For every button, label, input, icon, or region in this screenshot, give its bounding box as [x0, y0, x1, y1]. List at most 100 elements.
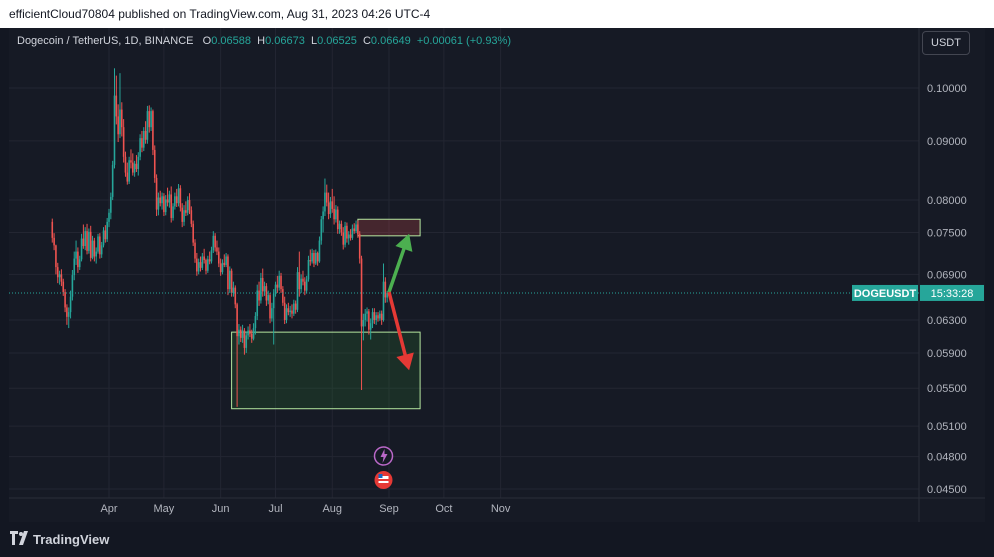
candle-body: [56, 267, 59, 278]
candle-body: [124, 156, 127, 173]
candle-body: [53, 237, 55, 246]
candle-body: [108, 212, 110, 222]
candle-body: [62, 281, 65, 293]
candle-body: [175, 196, 178, 204]
candle-body: [64, 292, 66, 308]
candle-body: [353, 228, 356, 232]
candle-body: [384, 281, 387, 298]
candle-body: [260, 277, 262, 301]
candle-body: [263, 286, 266, 292]
candle-body: [166, 199, 169, 203]
candle-body: [86, 231, 88, 251]
down-arrow[interactable]: [387, 291, 414, 371]
candle-body: [159, 197, 162, 204]
candle-body: [194, 242, 196, 259]
candle-body: [51, 221, 54, 238]
candle-body: [379, 313, 381, 319]
candle-body: [128, 160, 130, 182]
time-tick-label: Sep: [379, 503, 399, 515]
price-tick-label: 0.06300: [927, 315, 967, 327]
candle-body: [243, 330, 246, 348]
currency-button[interactable]: USDT: [922, 31, 970, 55]
candle-body: [137, 156, 140, 170]
candle-body: [265, 286, 268, 301]
candle-body: [121, 109, 123, 128]
close-label: C: [362, 35, 371, 47]
candle-body: [232, 287, 235, 293]
up-arrow[interactable]: [387, 233, 413, 293]
resistance-zone[interactable]: [357, 218, 421, 237]
candle-body: [141, 138, 143, 148]
candle-body: [320, 219, 323, 241]
candle-body: [104, 230, 107, 240]
candle-body: [371, 312, 374, 324]
candle-body: [340, 223, 343, 233]
candle-body: [122, 127, 125, 157]
price-tick-label: 0.10000: [927, 83, 967, 95]
candle-body: [214, 235, 216, 248]
candle-body: [239, 329, 242, 338]
candle-body: [311, 252, 313, 262]
support-zone[interactable]: [231, 331, 421, 410]
candle-body: [88, 231, 90, 251]
time-tick-label: May: [154, 503, 175, 515]
high-value: 0.06673: [265, 35, 305, 47]
candle-body: [302, 278, 304, 282]
open-label: O: [202, 35, 212, 47]
candle-body: [223, 262, 226, 265]
candle-body: [245, 335, 248, 348]
candle-body: [227, 256, 229, 290]
time-tick-label: Apr: [100, 503, 117, 515]
candle-body: [272, 293, 275, 309]
candle-body: [318, 240, 321, 262]
candle-body: [139, 138, 141, 157]
candle-body: [190, 210, 193, 224]
candle-body: [278, 275, 280, 288]
footer-brand: TradingView: [33, 532, 110, 547]
candle-body: [73, 258, 76, 276]
candle-body: [185, 210, 187, 213]
tradingview-logo-icon[interactable]: [10, 531, 30, 545]
candle-body: [329, 201, 332, 215]
candle-body: [153, 149, 156, 178]
candle-body: [168, 194, 171, 203]
candle-body: [106, 221, 108, 240]
low-value: 0.06525: [317, 35, 357, 47]
candle-body: [89, 231, 92, 258]
candle-body: [179, 188, 182, 208]
candle-body: [71, 275, 74, 297]
countdown-label: 15:33:28: [931, 288, 974, 300]
chart-panel[interactable]: 0.10000 0.09000 0.08000 0.07500 0.06900 0.063…: [9, 28, 985, 522]
flag-canton-icon: [378, 474, 383, 478]
candle-body: [75, 251, 77, 259]
candle-body: [192, 223, 194, 243]
candle-body: [99, 236, 101, 255]
candle-body: [236, 304, 238, 337]
candle-body: [316, 252, 319, 262]
us-flag-event-icon[interactable]: [374, 471, 393, 489]
candle-body: [58, 274, 61, 278]
candle-body: [346, 225, 348, 239]
candle-body: [249, 330, 251, 334]
candle-body: [142, 130, 145, 148]
candle-body: [369, 323, 372, 330]
candle-body: [93, 240, 96, 257]
candle-body: [377, 315, 379, 319]
candle-body: [294, 303, 297, 310]
time-tick-label: Nov: [491, 503, 511, 515]
candle-body: [309, 259, 312, 262]
candle-body: [80, 238, 83, 260]
candle-body: [336, 209, 339, 230]
candle-body: [304, 281, 306, 291]
candle-body: [291, 310, 293, 314]
flag-stripe-icon: [378, 476, 389, 479]
candle-body: [130, 160, 132, 163]
price-tick-label: 0.07500: [927, 227, 967, 239]
candlestick-chart[interactable]: 0.10000 0.09000 0.08000 0.07500 0.06900 0.063…: [9, 28, 985, 522]
candle-body: [324, 192, 326, 212]
candle-body: [247, 330, 249, 336]
candle-body: [113, 95, 116, 165]
candle-body: [208, 259, 211, 262]
candle-body: [285, 308, 288, 321]
footer: TradingView: [0, 522, 994, 557]
